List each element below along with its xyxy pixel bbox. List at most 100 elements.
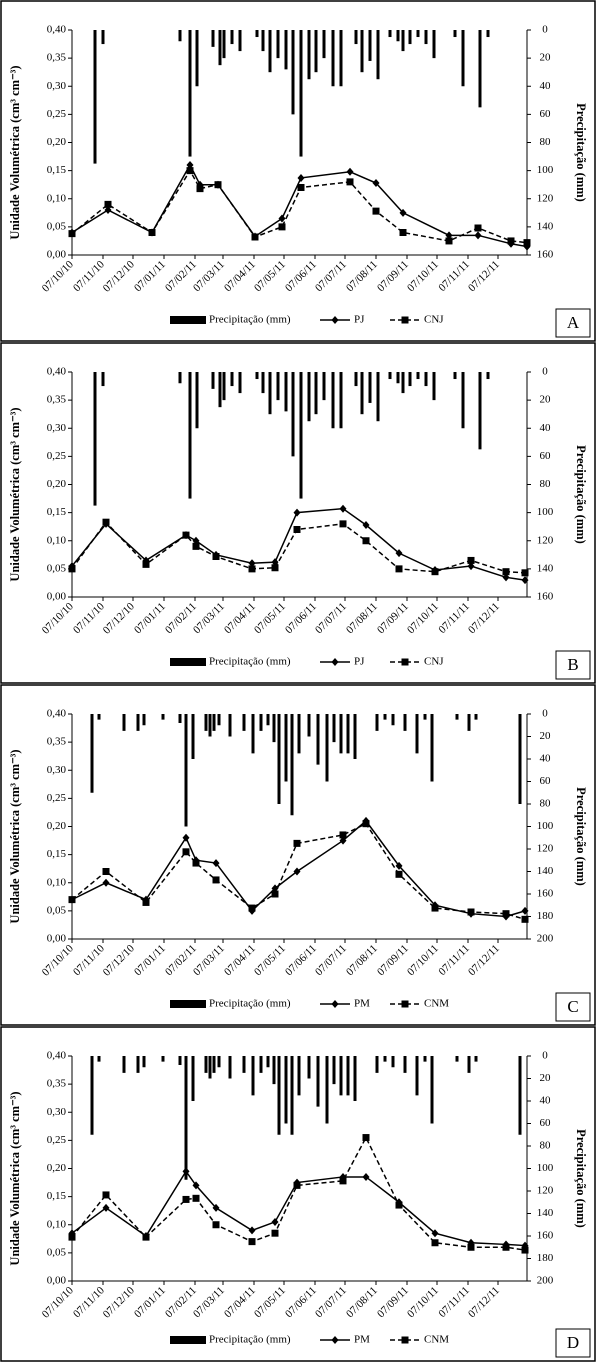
square-marker [467, 556, 475, 564]
precip-bar [277, 714, 281, 804]
diamond-marker [293, 867, 301, 876]
precip-bar [322, 30, 326, 59]
square-marker [431, 568, 439, 576]
precip-bar [391, 714, 395, 726]
precip-bar [97, 714, 101, 720]
precip-bar [136, 1056, 140, 1073]
legend-marker [331, 1336, 339, 1344]
panel: 0,00 0,05 0,10 0,15 0,20 0,25 0,30 0,35 0,40 0 20 4… [0, 342, 596, 684]
precip-bar [307, 372, 311, 422]
x-tick-label: 07/06/11 [283, 1284, 319, 1320]
y-tick-label: 0,30 [47, 80, 67, 92]
legend-marker [401, 658, 409, 666]
square-marker [467, 1243, 475, 1251]
y-tick-label: 0,25 [47, 450, 67, 462]
legend-bar-swatch [170, 658, 206, 666]
diamond-marker [521, 906, 529, 915]
x-tick-label: 07/12/10 [101, 600, 137, 636]
precip-bar [259, 1056, 263, 1073]
precip-bar [230, 372, 234, 387]
x-tick-label: 07/06/11 [283, 942, 319, 978]
square-marker [399, 229, 407, 236]
y-tick-label: 0,25 [47, 1134, 67, 1146]
precip-bar [307, 30, 311, 80]
precip-bar [266, 1056, 270, 1068]
precip-bar [122, 1056, 126, 1073]
square-marker [431, 904, 439, 912]
precip-bar [178, 1056, 182, 1065]
y-tick-label: 0,15 [47, 1190, 67, 1202]
x-tick-label: 07/05/11 [252, 600, 288, 636]
precip-bar [316, 714, 320, 765]
precip-bar [396, 30, 400, 42]
precip-bar [276, 30, 280, 59]
y-tick-label: 0,05 [47, 1246, 67, 1258]
diamond-marker [186, 161, 194, 169]
precip-bar [184, 714, 188, 827]
square-marker [372, 207, 380, 215]
y-tick-label: 0,15 [47, 164, 67, 176]
y-tick-label: 0,20 [47, 820, 67, 832]
x-tick-label: 07/11/10 [71, 1284, 107, 1320]
panel-border [0, 0, 596, 342]
precip-bar [122, 714, 126, 731]
square-marker [297, 184, 305, 191]
y-tick-label: 0,00 [47, 933, 67, 945]
y-tick-label: 0,20 [47, 136, 67, 148]
x-tick-label: 07/10/11 [405, 258, 441, 294]
precip-bar [332, 714, 336, 743]
precip-bar [307, 714, 311, 737]
y2-axis-label: Precipitação (mm) [574, 445, 588, 544]
x-tick-label: 07/11/11 [436, 600, 472, 636]
legend-label: PM [354, 1334, 370, 1346]
precip-bar [478, 30, 482, 108]
precip-bar [255, 30, 259, 38]
precip-bar [432, 30, 436, 59]
legend-marker [331, 1000, 339, 1008]
precip-bar [261, 372, 265, 394]
y2-tick-label: 160 [537, 591, 554, 603]
square-marker [248, 565, 256, 573]
precip-bar [268, 30, 272, 73]
precip-bar [284, 30, 288, 70]
precip-bar [191, 714, 195, 759]
precip-bar [272, 1056, 276, 1085]
panel-label: A [567, 313, 580, 332]
square-marker [248, 1238, 256, 1246]
y-tick-label: 0,10 [47, 192, 67, 204]
precip-bar [322, 372, 326, 401]
x-tick-label: 07/01/11 [132, 600, 168, 636]
precip-bar [360, 30, 364, 73]
precip-bar [238, 30, 242, 52]
y2-tick-label: 180 [537, 1252, 554, 1264]
precip-bar [331, 372, 335, 429]
precip-bar [290, 1056, 294, 1135]
legend-label: Precipitação (mm) [209, 998, 291, 1010]
precip-bar [136, 714, 140, 731]
precip-bar [242, 714, 246, 731]
legend-bar-swatch [170, 1336, 206, 1344]
precip-bar [416, 372, 420, 380]
precip-bar [430, 1056, 434, 1124]
panel-border [0, 342, 596, 684]
legend-label: CNM [424, 998, 449, 1010]
precip-bar [346, 714, 350, 754]
precip-bar [222, 30, 226, 59]
x-tick-label: 07/01/11 [132, 258, 168, 294]
square-marker [196, 185, 204, 193]
precip-bar [518, 714, 522, 804]
y2-tick-label: 120 [537, 534, 554, 546]
precip-bar [97, 1056, 101, 1062]
x-tick-label: 07/10/11 [405, 600, 441, 636]
precip-bar [272, 714, 276, 743]
precip-bar [178, 714, 182, 723]
x-tick-label: 07/09/11 [375, 1284, 411, 1320]
precip-bar [461, 372, 465, 429]
square-marker [148, 229, 156, 236]
precip-bar [391, 1056, 395, 1068]
y-tick-label: 0,15 [47, 506, 67, 518]
precip-bar [432, 372, 436, 401]
y2-tick-label: 60 [540, 775, 552, 787]
precip-bar [284, 372, 288, 412]
precip-bar [184, 1056, 188, 1180]
